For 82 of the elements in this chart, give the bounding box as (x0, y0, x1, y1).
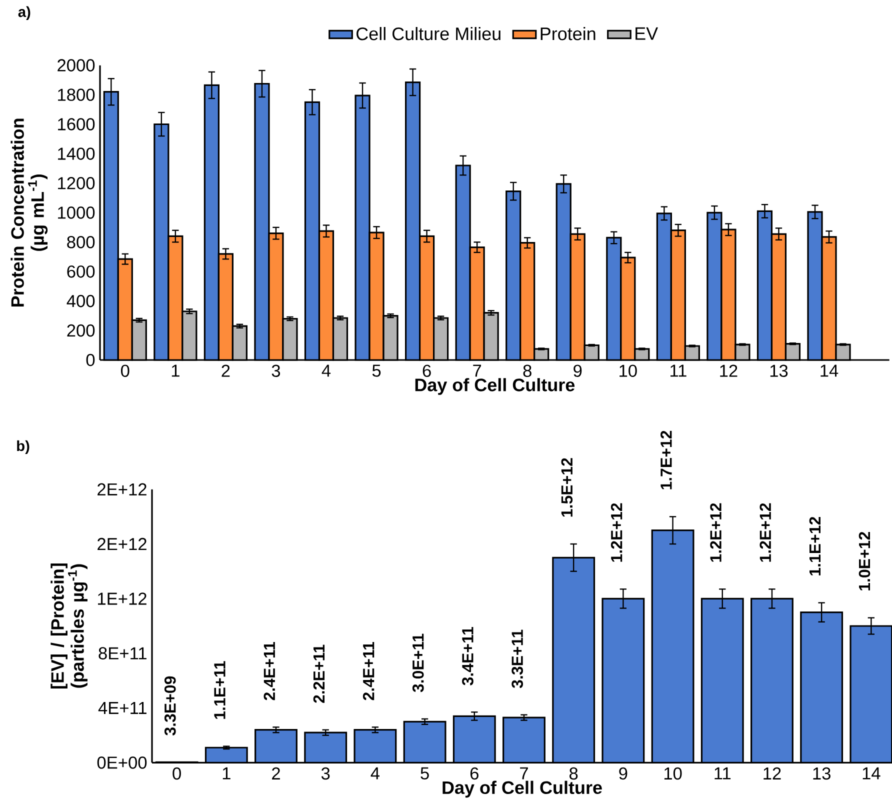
x-tick-label: 9 (574, 364, 582, 378)
x-tick-label: 13 (813, 768, 830, 780)
data-label: 1.0E+12 (858, 532, 870, 591)
x-tick-label: 2 (272, 768, 280, 780)
y-tick-label: 0 (86, 354, 95, 366)
text: b) (17, 440, 30, 454)
bar (404, 722, 446, 763)
y-tick-label: 0E+00 (97, 756, 147, 769)
y-tick-label: 1400 (58, 148, 95, 160)
data-label: 2.4E+11 (362, 642, 374, 700)
bar (354, 730, 396, 763)
x-axis-title: Day of Cell Culture (415, 378, 575, 396)
x-tick-label: 6 (422, 364, 431, 378)
x-tick-label: 5 (372, 364, 381, 377)
x-tick-label: 2 (222, 364, 230, 377)
y-tick-label: 400 (66, 295, 95, 308)
x-tick-label: 12 (764, 768, 781, 780)
bar (255, 730, 297, 763)
data-label: 2.2E+11 (313, 644, 325, 704)
data-label: 1.2E+12 (710, 503, 722, 562)
y-tick-label: 4E+11 (98, 702, 146, 714)
y-tick-label: 200 (67, 324, 95, 337)
data-label: 1.2E+12 (760, 503, 771, 562)
x-tick-label: 12 (720, 364, 738, 377)
x-tick-label: 10 (664, 768, 682, 780)
data-label: 1.7E+12 (660, 431, 672, 490)
data-label: 1.5E+12 (561, 458, 573, 517)
y-tick-label: 2E+12 (98, 483, 146, 496)
x-tick-label: 3 (272, 364, 280, 378)
legend-label: EV (636, 28, 658, 40)
legend-label: Cell Culture Milieu (356, 27, 500, 40)
x-tick-label: 3 (321, 768, 330, 780)
data-label: 1.1E+12 (809, 517, 820, 576)
bar (454, 716, 496, 763)
bar (503, 718, 545, 763)
bar (602, 598, 644, 763)
y-tick-label: 1000 (58, 206, 95, 219)
y-tick-label: 800 (67, 236, 95, 248)
data-label: 3.0E+11 (412, 634, 424, 692)
bar (552, 558, 594, 763)
data-label: 3.4E+11 (462, 627, 474, 686)
x-tick-label: 7 (520, 768, 528, 780)
x-tick-label: 8 (570, 768, 578, 780)
x-tick-label: 11 (670, 364, 686, 377)
bar (304, 732, 346, 763)
x-tick-label: 11 (714, 768, 731, 780)
y-tick-label: 600 (67, 266, 95, 278)
x-tick-label: 13 (770, 364, 788, 378)
x-tick-label: 4 (370, 768, 380, 780)
x-tick-label: 1 (172, 364, 180, 377)
bar (751, 598, 793, 763)
y-tick-label: 2E+12 (98, 538, 146, 550)
data-label: 3.3E+11 (512, 630, 524, 688)
x-tick-label: 14 (862, 768, 880, 780)
bar (800, 612, 842, 763)
x-tick-label: 8 (523, 364, 532, 378)
chart-title: a) (18, 6, 30, 20)
bar (652, 530, 694, 763)
y-tick-label: 2000 (58, 59, 95, 72)
x-tick-label: 5 (420, 768, 429, 780)
x-tick-label: 1 (222, 768, 230, 780)
data-label: 2.4E+11 (264, 642, 275, 700)
bar (206, 748, 248, 763)
bar (850, 625, 892, 764)
y-tick-label: 1800 (58, 88, 95, 102)
data-label: 1.1E+11 (214, 661, 226, 720)
data-label: 1.2E+12 (610, 503, 622, 562)
legend-label: Protein (540, 27, 596, 40)
x-tick-label: 4 (322, 364, 331, 377)
data-label: 3.3E+09 (164, 676, 176, 736)
x-tick-label: 7 (473, 364, 482, 377)
y-tick-label: 1200 (58, 177, 95, 190)
x-tick-label: 9 (619, 768, 628, 780)
x-tick-label: 14 (820, 364, 838, 377)
x-tick-label: 0 (172, 768, 181, 780)
x-tick-label: 6 (470, 768, 478, 780)
y-tick-label: 1E+12 (98, 592, 146, 605)
y-tick-label: 1600 (58, 118, 95, 131)
x-tick-label: 10 (620, 364, 637, 378)
bar (702, 598, 744, 763)
x-axis-title: Day of Cell Culture (442, 780, 602, 798)
y-tick-label: 8E+11 (98, 647, 146, 660)
